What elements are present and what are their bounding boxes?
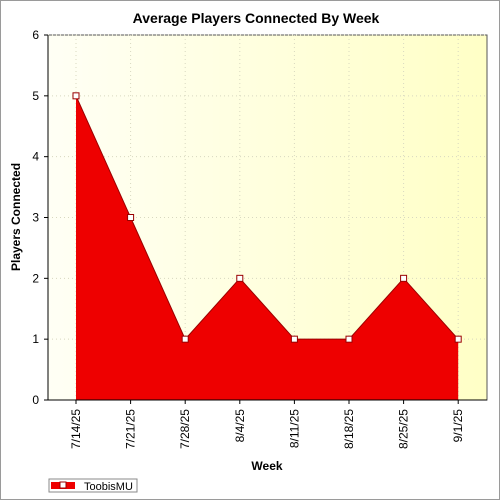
y-tick-labels: 0 1 2 3 4 5 6 [32,28,39,407]
y-tick-label: 2 [32,271,39,285]
y-tick-label: 0 [32,393,39,407]
y-axis-title: Players Connected [9,163,23,271]
data-point-marker [454,335,462,343]
x-tick-label: 7/21/25 [124,409,138,449]
data-point-marker [290,335,298,343]
data-point-marker [400,274,408,282]
data-point-marker [127,214,135,221]
y-tick-label: 3 [32,211,39,225]
area-series [75,95,459,400]
data-point-marker [345,335,353,343]
data-point-marker [72,92,80,100]
data-point-marker [236,274,244,282]
x-tick-label: 8/18/25 [342,409,356,449]
axes [44,34,487,404]
y-tick-label: 5 [32,89,39,103]
y-tick-label: 4 [32,150,39,164]
data-point-marker [181,335,189,343]
x-axis-title: Week [251,459,282,473]
legend-marker-icon [59,481,67,489]
y-tick-label: 1 [32,332,39,346]
x-tick-label: 8/25/25 [397,409,411,449]
x-tick-label: 7/28/25 [178,409,192,449]
series-line [75,95,459,341]
x-tick-label: 8/4/25 [233,409,247,443]
legend-label-toobismu: ToobisMU [84,481,133,493]
x-tick-label: 7/14/25 [69,409,83,449]
legend: ToobisMU [48,478,138,493]
y-tick-label: 6 [32,28,39,42]
x-tick-labels: 7/14/25 7/21/25 7/28/25 8/4/25 8/11/25 8/18/2… [69,409,465,449]
x-tick-label: 8/11/25 [287,409,301,448]
chart-title: Average Players Connected By Week [133,10,380,26]
data-points [72,92,462,343]
x-tick-label: 9/1/25 [451,409,465,443]
